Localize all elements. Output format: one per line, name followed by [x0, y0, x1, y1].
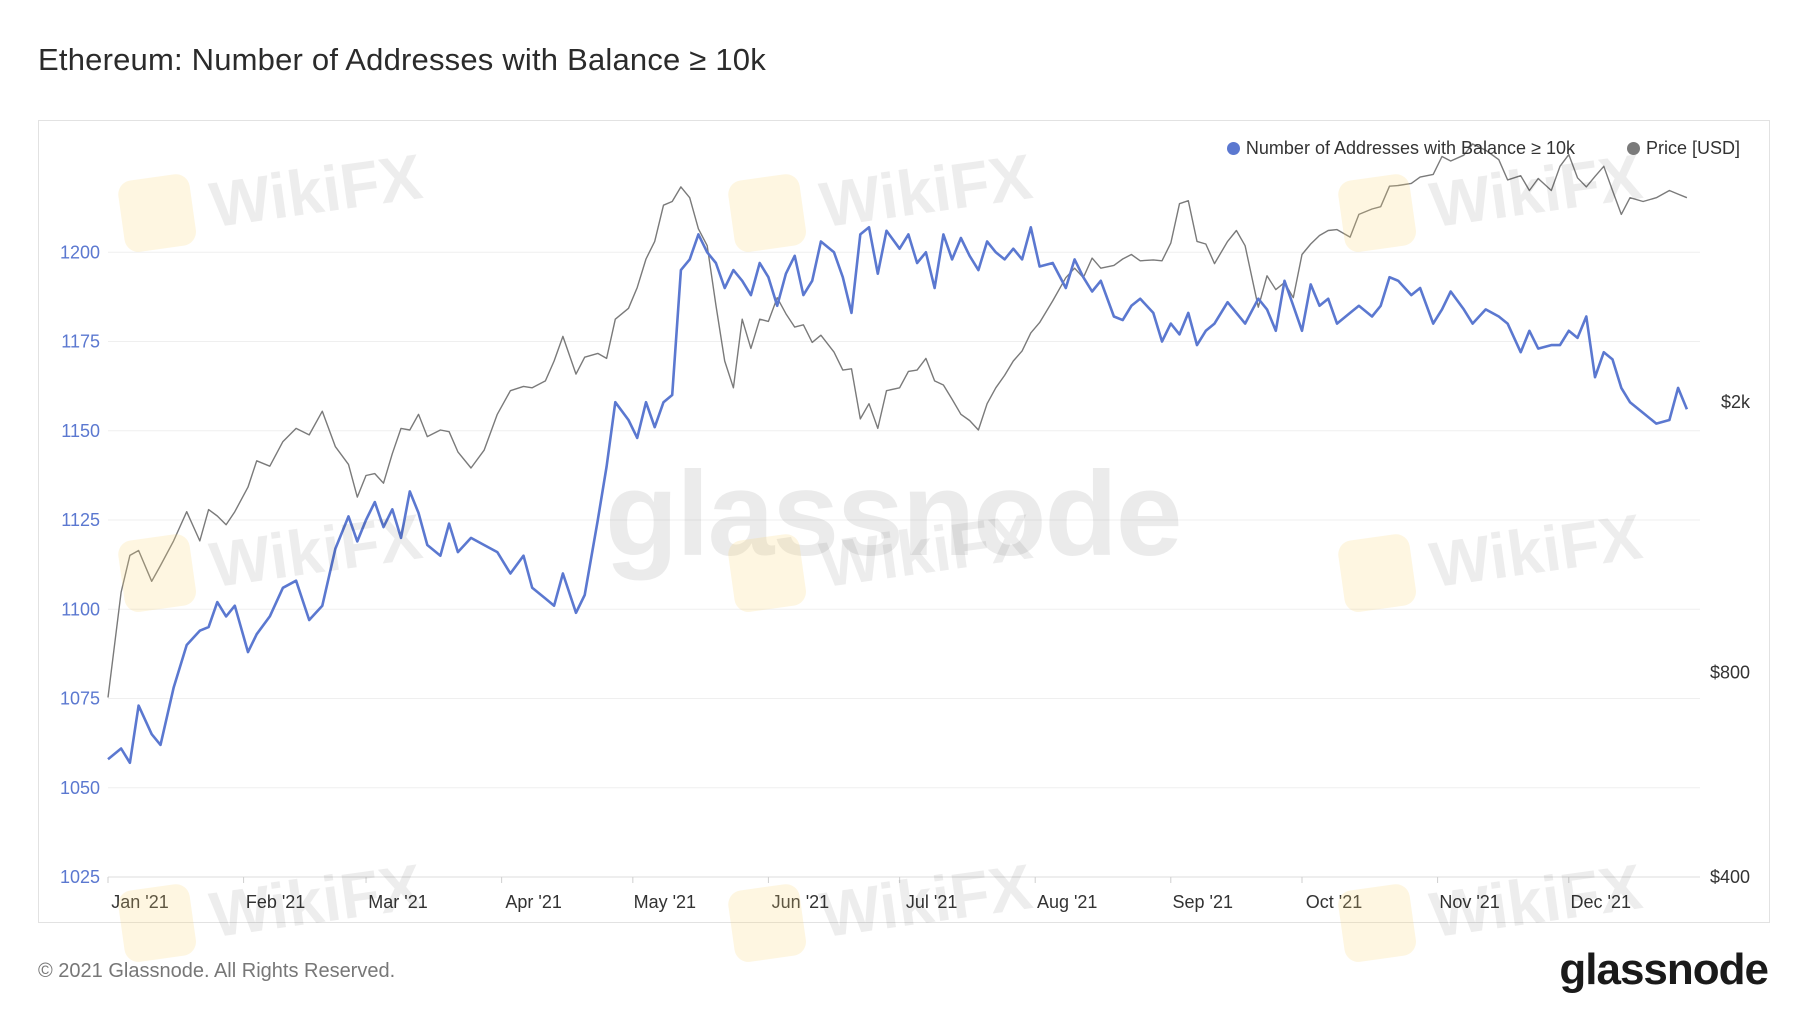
y-left-tick-label: 1075 [60, 689, 100, 709]
glassnode-logo[interactable]: glassnode [1559, 945, 1769, 994]
x-tick-label: Dec '21 [1571, 892, 1631, 912]
legend: Number of Addresses with Balance ≥ 10k P… [1226, 138, 1740, 159]
series-line-price [107, 143, 1688, 698]
chart-frame [38, 120, 1770, 923]
y-left-tick-label: 1050 [60, 778, 100, 798]
x-tick-label: Jul '21 [906, 892, 957, 912]
x-tick-label: Jan '21 [111, 892, 168, 912]
y-left-tick-label: 1100 [61, 599, 100, 619]
chart-title: Ethereum: Number of Addresses with Balan… [38, 42, 766, 77]
legend-item-addresses[interactable]: Number of Addresses with Balance ≥ 10k [1226, 138, 1575, 159]
legend-label-addresses: Number of Addresses with Balance ≥ 10k [1245, 138, 1575, 158]
y-right-tick-label: $2k [1721, 392, 1751, 412]
legend-item-price[interactable]: Price [USD] [1626, 138, 1740, 159]
y-left-tick-label: 1025 [60, 867, 100, 887]
x-tick-label: Nov '21 [1439, 892, 1499, 912]
x-tick-label: Feb '21 [246, 892, 305, 912]
x-tick-label: Oct '21 [1306, 892, 1362, 912]
series-line-addresses [107, 226, 1689, 765]
legend-dot-price [1626, 142, 1640, 155]
y-left-tick-label: 1200 [60, 242, 100, 262]
copyright-text: © 2021 Glassnode. All Rights Reserved. [38, 960, 396, 982]
x-tick-label: Aug '21 [1037, 892, 1098, 912]
y-left-tick-label: 1125 [61, 510, 100, 530]
y-left-tick-label: 1175 [61, 332, 100, 352]
x-tick-label: May '21 [634, 892, 696, 912]
legend-label-price: Price [USD] [1645, 138, 1740, 158]
x-tick-label: Apr '21 [505, 892, 561, 912]
y-right-tick-label: $800 [1710, 663, 1750, 683]
x-tick-label: Mar '21 [368, 892, 427, 912]
legend-dot-addresses [1226, 142, 1240, 155]
y-left-tick-label: 1150 [61, 421, 100, 441]
y-right-tick-label: $400 [1710, 867, 1750, 887]
x-tick-label: Sep '21 [1173, 892, 1234, 912]
x-tick-label: Jun '21 [772, 892, 829, 912]
